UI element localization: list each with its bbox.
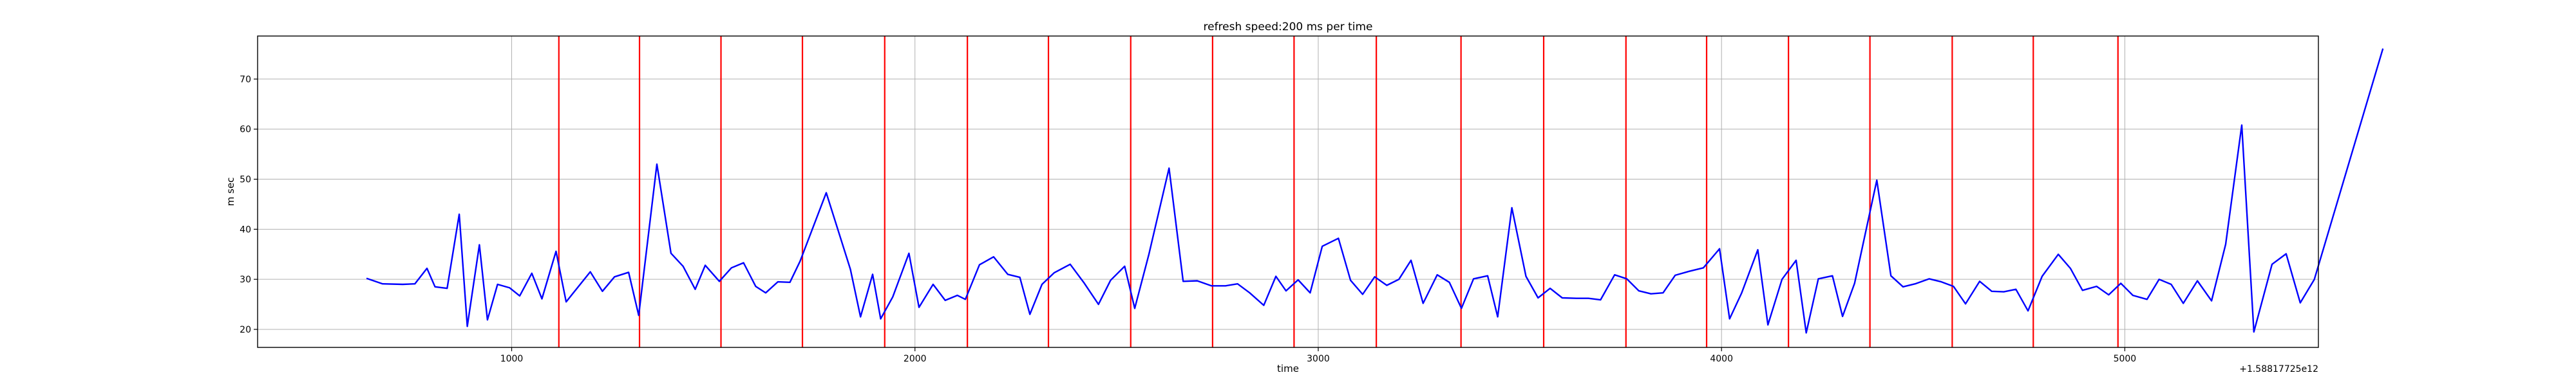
x-tick-label: 2000 [904, 354, 927, 364]
x-tick-label: 1000 [500, 354, 524, 364]
x-tick-label: 3000 [1307, 354, 1330, 364]
red-marker-lines [558, 36, 2119, 347]
y-tick-label: 70 [240, 75, 251, 85]
y-tick-label: 20 [240, 325, 251, 335]
series-line [366, 48, 2384, 334]
x-axis-label: time [1277, 363, 1299, 374]
series-layer [366, 48, 2384, 334]
chart-title: refresh speed:200 ms per time [1204, 21, 1373, 33]
axis-ticks: 1000 2000 3000 4000 5000 20 30 40 50 60 70 [240, 75, 2136, 364]
y-tick-label: 60 [240, 125, 251, 135]
y-axis-label: m sec [225, 178, 236, 207]
plot-frame [257, 35, 2319, 348]
y-tick-label: 50 [240, 175, 251, 185]
x-tick-label: 4000 [1710, 354, 1733, 364]
x-tick-label: 5000 [2114, 354, 2137, 364]
grid-lines [258, 36, 2318, 347]
x-axis-offset-text: +1.58817725e12 [2239, 364, 2318, 374]
y-tick-label: 40 [240, 225, 251, 235]
y-tick-label: 30 [240, 275, 251, 285]
